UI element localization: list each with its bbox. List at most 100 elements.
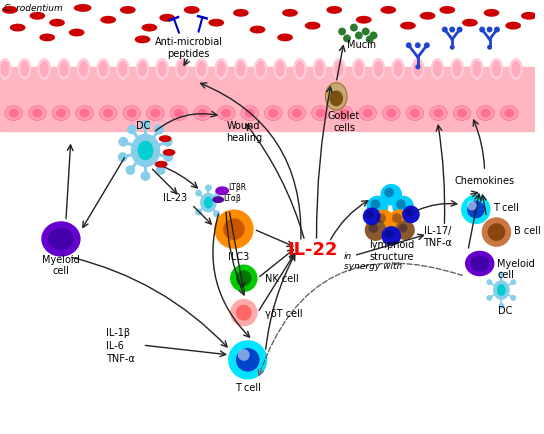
Ellipse shape [254,59,268,80]
Ellipse shape [135,59,150,80]
Circle shape [163,153,173,163]
Ellipse shape [509,59,523,80]
Ellipse shape [504,109,514,118]
Circle shape [402,206,420,224]
Ellipse shape [217,106,235,121]
Ellipse shape [472,62,481,78]
Ellipse shape [493,281,510,300]
Ellipse shape [194,106,212,121]
Ellipse shape [462,20,478,27]
Ellipse shape [406,106,424,121]
Circle shape [368,224,378,233]
Ellipse shape [217,62,226,78]
Ellipse shape [20,62,29,78]
Circle shape [366,36,374,44]
Ellipse shape [79,62,88,78]
Ellipse shape [433,62,442,78]
Ellipse shape [163,150,176,157]
Circle shape [355,33,363,40]
Ellipse shape [316,109,325,118]
Circle shape [338,29,346,36]
Circle shape [236,271,252,286]
Ellipse shape [2,7,18,15]
Circle shape [230,265,257,293]
Circle shape [223,219,245,240]
Ellipse shape [79,109,89,118]
Ellipse shape [295,62,304,78]
Ellipse shape [204,197,213,209]
Ellipse shape [256,62,265,78]
Ellipse shape [33,109,42,118]
Text: in
synergy with: in synergy with [344,251,403,271]
Circle shape [396,200,406,210]
Circle shape [195,190,202,197]
Ellipse shape [123,106,140,121]
Ellipse shape [197,62,206,78]
Ellipse shape [38,59,51,80]
Circle shape [467,201,485,219]
Ellipse shape [234,59,248,80]
Text: γδT cell: γδT cell [265,308,303,318]
Ellipse shape [470,59,484,80]
Ellipse shape [282,10,298,18]
Ellipse shape [335,62,344,78]
Ellipse shape [208,20,224,27]
Circle shape [119,138,128,147]
Ellipse shape [197,109,207,118]
Circle shape [140,121,150,131]
Ellipse shape [175,59,189,80]
Ellipse shape [505,23,521,30]
Text: B cell: B cell [514,226,541,236]
Ellipse shape [74,6,88,12]
Ellipse shape [28,106,46,121]
Ellipse shape [277,34,293,42]
Ellipse shape [200,193,217,213]
Text: Anti-microbial
peptides: Anti-microbial peptides [154,37,222,59]
Circle shape [156,166,165,176]
Circle shape [215,190,221,197]
Text: IL-17/
TNF-α: IL-17/ TNF-α [423,226,452,247]
Ellipse shape [69,30,84,37]
Ellipse shape [41,222,81,257]
Ellipse shape [119,62,127,78]
Circle shape [140,172,150,181]
Ellipse shape [292,109,302,118]
Ellipse shape [450,59,464,80]
Text: C. rodentium: C. rodentium [4,4,63,13]
Circle shape [479,27,485,33]
Circle shape [205,185,212,192]
Circle shape [494,27,500,33]
Text: Wound
healing: Wound healing [226,121,262,142]
Ellipse shape [10,25,26,33]
Circle shape [415,65,421,70]
Ellipse shape [77,59,90,80]
Circle shape [399,224,407,233]
Ellipse shape [212,197,224,204]
Circle shape [362,29,369,36]
Text: IL-22: IL-22 [287,240,338,258]
Circle shape [118,153,128,163]
Ellipse shape [100,17,116,25]
Text: DC: DC [498,305,512,315]
Text: Chemokines: Chemokines [455,176,515,185]
Ellipse shape [276,62,285,78]
Ellipse shape [99,62,108,78]
Circle shape [442,27,448,33]
Ellipse shape [374,62,383,78]
Circle shape [236,305,252,321]
Ellipse shape [158,62,166,78]
Circle shape [388,210,410,232]
Text: TNF-α: TNF-α [106,353,135,363]
Ellipse shape [18,59,32,80]
Ellipse shape [9,109,18,118]
Text: T cell: T cell [235,382,261,392]
Ellipse shape [264,106,282,121]
Ellipse shape [195,59,208,80]
Circle shape [392,196,414,218]
Circle shape [510,279,516,286]
Ellipse shape [156,59,169,80]
Circle shape [213,211,220,218]
Circle shape [367,196,388,218]
Circle shape [366,211,374,219]
Text: T cell: T cell [493,203,520,213]
